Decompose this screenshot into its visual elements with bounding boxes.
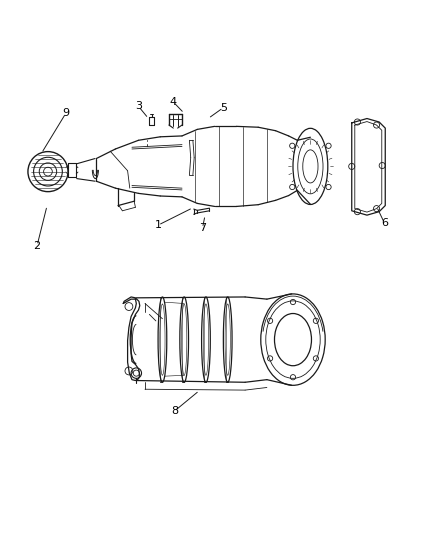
Text: 6: 6	[381, 218, 388, 228]
Text: 9: 9	[62, 108, 69, 118]
Text: 8: 8	[171, 406, 178, 416]
Text: 4: 4	[170, 97, 177, 107]
Text: 5: 5	[220, 103, 227, 112]
Text: 1: 1	[155, 220, 162, 230]
Text: 7: 7	[199, 223, 206, 233]
Text: 2: 2	[34, 240, 41, 251]
Text: 3: 3	[135, 101, 142, 111]
